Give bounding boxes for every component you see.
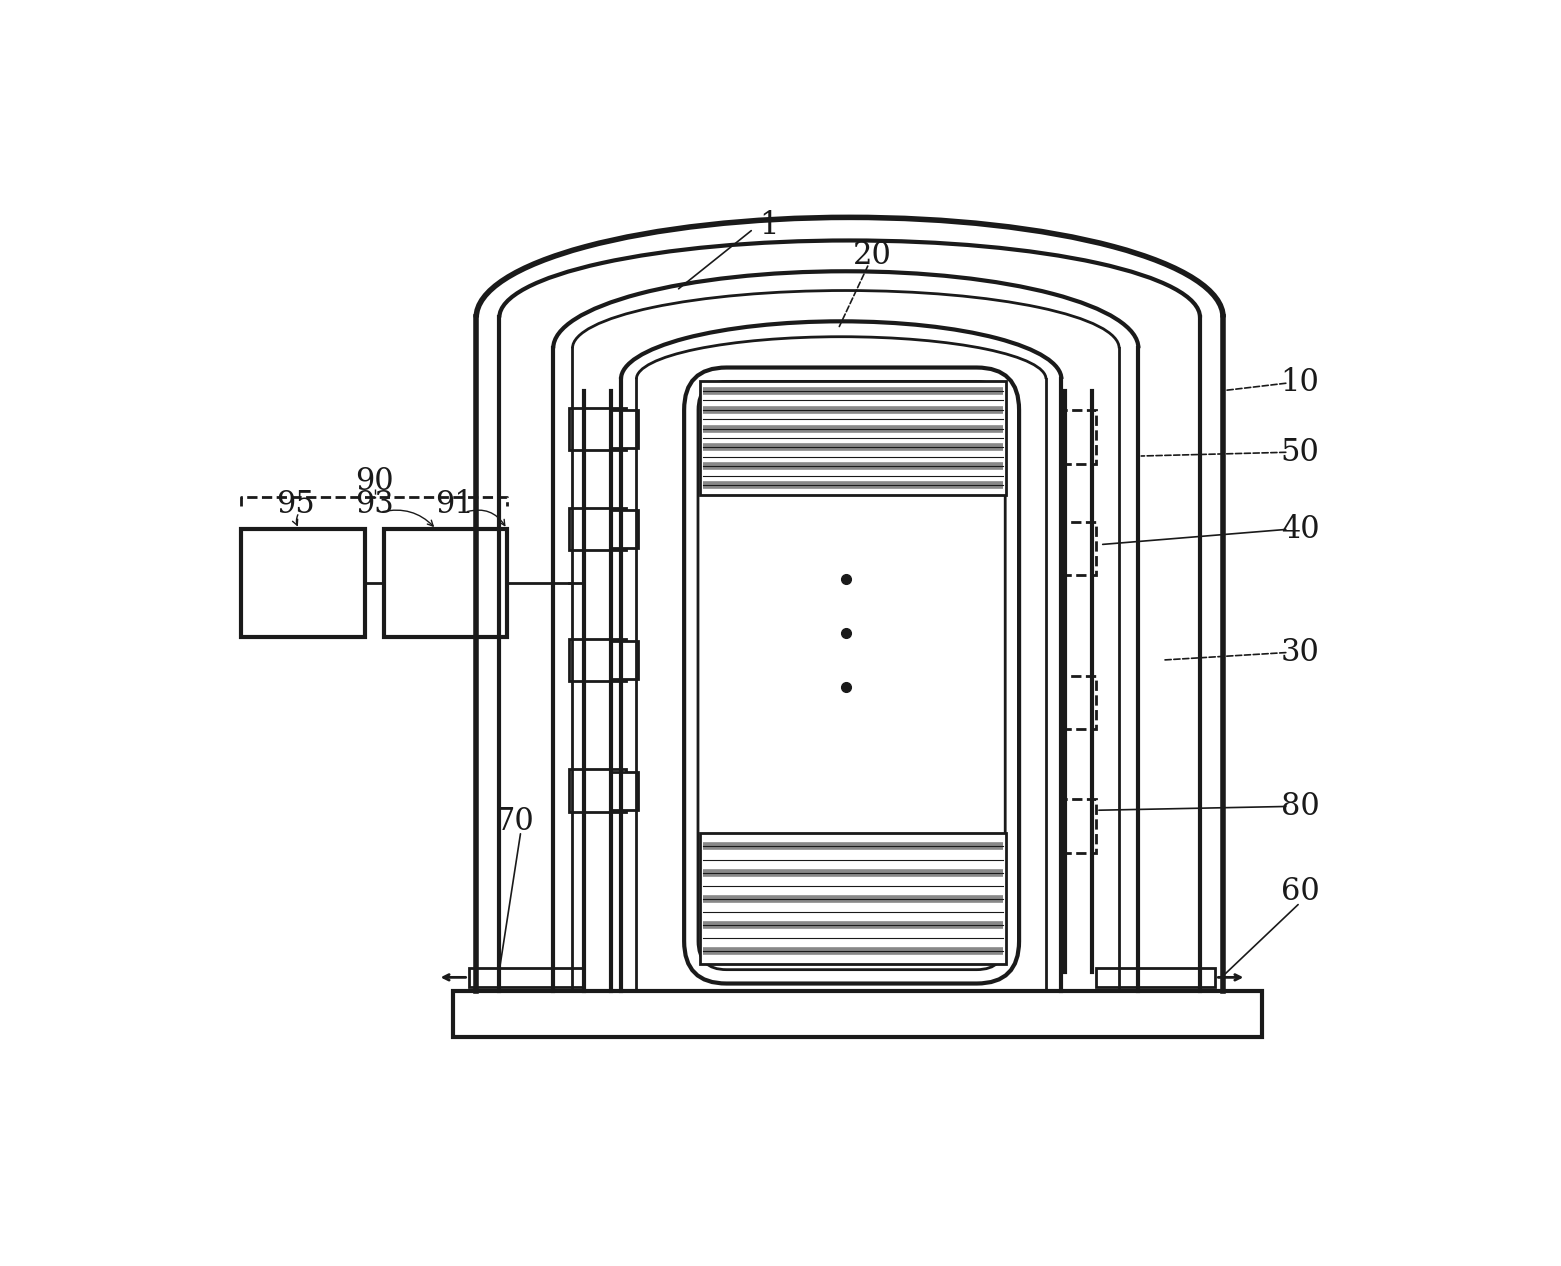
Bar	[242, 529, 365, 637]
Bar	[568, 508, 626, 549]
Bar	[384, 529, 507, 637]
Bar	[610, 641, 638, 680]
Text: 50: 50	[1280, 437, 1319, 467]
Text: 93: 93	[356, 489, 393, 520]
Bar	[699, 833, 1005, 965]
Text: 70: 70	[495, 806, 534, 837]
Bar	[568, 770, 626, 812]
Bar	[1061, 410, 1096, 463]
Text: 60: 60	[1280, 876, 1319, 906]
FancyBboxPatch shape	[698, 381, 1005, 970]
Bar	[699, 381, 1005, 495]
Text: 80: 80	[1280, 791, 1319, 822]
Bar	[610, 510, 638, 548]
Bar	[453, 991, 1261, 1037]
Text: 95: 95	[276, 489, 315, 520]
Bar	[1061, 676, 1096, 729]
FancyBboxPatch shape	[684, 367, 1019, 984]
Bar	[468, 968, 584, 987]
Bar	[610, 772, 638, 810]
Bar	[1061, 522, 1096, 576]
Bar	[568, 408, 626, 449]
Bar	[568, 638, 626, 681]
Text: 10: 10	[1280, 367, 1319, 399]
Text: 91: 91	[436, 489, 475, 520]
Text: 30: 30	[1280, 637, 1319, 668]
Bar	[1061, 799, 1096, 852]
Text: 20: 20	[854, 241, 893, 271]
Text: 40: 40	[1282, 514, 1319, 544]
Text: 90: 90	[356, 466, 393, 498]
Bar	[610, 410, 638, 448]
Bar	[1096, 968, 1216, 987]
Text: 1: 1	[759, 210, 779, 241]
